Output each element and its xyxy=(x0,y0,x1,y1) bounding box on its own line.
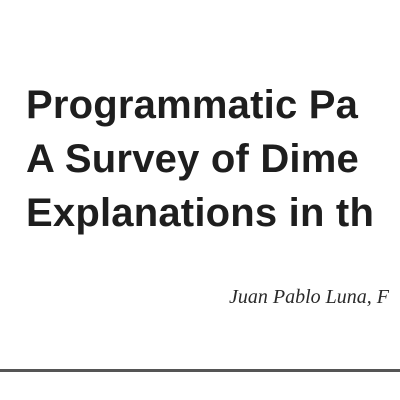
article-title: Programmatic Pa A Survey of Dime Explana… xyxy=(26,78,374,240)
author-list: Juan Pablo Luna, F xyxy=(229,286,389,308)
horizontal-rule xyxy=(0,369,400,372)
title-line-1: Programmatic Pa xyxy=(26,83,359,127)
title-line-3: Explanations in th xyxy=(26,191,375,235)
title-line-2: A Survey of Dime xyxy=(26,137,359,181)
